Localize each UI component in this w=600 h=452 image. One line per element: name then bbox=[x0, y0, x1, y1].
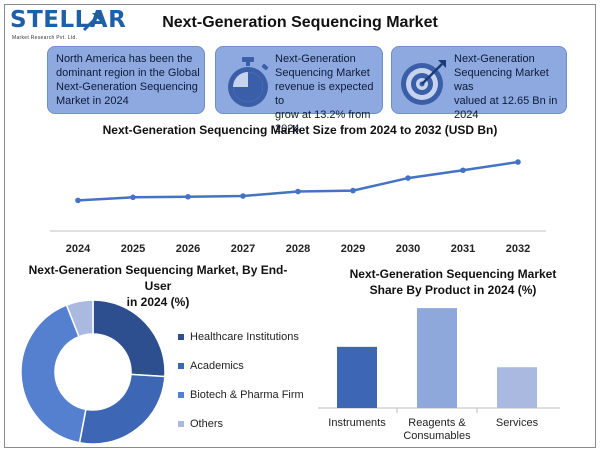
legend-label: Academics bbox=[190, 359, 244, 372]
donut-chart-title: Next-Generation Sequencing Market, By En… bbox=[24, 262, 292, 310]
legend-swatch bbox=[178, 391, 184, 398]
donut-slice bbox=[92, 299, 166, 378]
bar-category-label: Reagents & bbox=[408, 417, 466, 429]
x-tick-label: 2027 bbox=[231, 243, 255, 255]
legend-label: Healthcare Institutions bbox=[190, 330, 299, 343]
line-point bbox=[295, 188, 301, 195]
x-tick-label: 2025 bbox=[121, 243, 145, 255]
card-line: North America has been the bbox=[56, 53, 193, 65]
donut-title-line: in 2024 (%) bbox=[126, 295, 190, 309]
page-title: Next-Generation Sequencing Market bbox=[162, 14, 438, 31]
legend-item: Biotech & Pharma Firm bbox=[178, 380, 304, 409]
card-line: dominant region in the Global bbox=[56, 67, 200, 79]
bar bbox=[337, 346, 377, 408]
card-line: Next-Generation bbox=[454, 53, 535, 65]
bar-title-line: Share By Product in 2024 (%) bbox=[369, 283, 537, 297]
line-point bbox=[515, 159, 521, 165]
legend-swatch bbox=[178, 420, 184, 427]
card-line: valued at 12.65 Bn in bbox=[454, 95, 558, 107]
brand-name: STELLAR bbox=[10, 7, 127, 33]
legend-swatch bbox=[178, 362, 184, 369]
donut-slice bbox=[65, 299, 94, 338]
stopwatch-icon bbox=[228, 57, 269, 107]
card-text: Next-Generation Sequencing Market revenu… bbox=[275, 52, 385, 136]
line-point bbox=[460, 167, 466, 174]
line-point bbox=[75, 197, 81, 204]
brand-tagline: Market Research Pvt. Ltd. bbox=[12, 35, 78, 41]
legend-label: Others bbox=[190, 417, 224, 430]
line-point bbox=[240, 193, 246, 199]
brand-logo: STELLAR Market Research Pvt. Ltd. bbox=[10, 7, 126, 47]
target-icon bbox=[401, 60, 446, 105]
bar-category-label: Consumables bbox=[403, 430, 471, 442]
infographic-frame bbox=[4, 4, 596, 448]
card-valuation: Next-Generation Sequencing Market was va… bbox=[391, 46, 567, 121]
card-line: 2024 bbox=[454, 109, 479, 121]
x-tick-label: 2031 bbox=[451, 243, 475, 255]
donut-chart bbox=[20, 299, 166, 445]
x-tick-label: 2028 bbox=[286, 243, 310, 255]
arrow-icon bbox=[82, 12, 102, 32]
bar-chart-title: Next-Generation Sequencing Market Share … bbox=[318, 266, 588, 298]
bar-chart: Instruments Reagents &Consumables Services bbox=[318, 308, 560, 442]
card-line: revenue is expected to bbox=[275, 81, 374, 107]
legend-swatch bbox=[178, 333, 184, 340]
x-tick-label: 2030 bbox=[396, 243, 420, 255]
bar-category-label: Services bbox=[496, 417, 539, 429]
donut-legend: Healthcare Institutions Academics Biotech … bbox=[178, 322, 304, 438]
x-tick-label: 2026 bbox=[176, 243, 200, 255]
donut-slice bbox=[78, 373, 166, 445]
card-line: grow at 13.2% from 2024 bbox=[275, 109, 371, 135]
card-growth: Next-Generation Sequencing Market revenu… bbox=[215, 46, 383, 135]
card-text: North America has been the dominant regi… bbox=[56, 52, 204, 108]
legend-label: Biotech & Pharma Firm bbox=[190, 388, 304, 401]
card-line: Sequencing Market bbox=[275, 67, 370, 79]
series-line bbox=[77, 160, 519, 202]
bar-title-line: Next-Generation Sequencing Market bbox=[349, 267, 557, 281]
line-chart: 2024 2025 2026 2027 2028 2029 2030 2031 2032 bbox=[50, 159, 546, 255]
line-chart-title: Next-Generation Sequencing Market Size f… bbox=[102, 123, 498, 137]
card-line: Market in 2024 bbox=[56, 95, 129, 107]
bar-category-label: Instruments bbox=[328, 417, 386, 429]
card-text: Next-Generation Sequencing Market was va… bbox=[454, 52, 566, 122]
bar bbox=[497, 367, 537, 408]
line-point bbox=[130, 194, 136, 201]
legend-item: Academics bbox=[178, 351, 304, 380]
line-point bbox=[405, 175, 411, 181]
x-tick-label: 2032 bbox=[506, 243, 530, 255]
card-line: Next-Generation Sequencing bbox=[56, 81, 198, 93]
card-line: Next-Generation bbox=[275, 53, 356, 65]
donut-slice bbox=[20, 304, 87, 444]
bar bbox=[417, 308, 457, 408]
donut-title-line: Next-Generation Sequencing Market, By En… bbox=[28, 263, 288, 293]
line-point bbox=[350, 187, 356, 194]
x-tick-label: 2024 bbox=[66, 243, 91, 255]
legend-item: Healthcare Institutions bbox=[178, 322, 304, 351]
legend-item: Others bbox=[178, 409, 304, 438]
x-tick-label: 2029 bbox=[341, 243, 365, 255]
line-point bbox=[185, 193, 191, 200]
card-region: North America has been the dominant regi… bbox=[47, 46, 205, 114]
card-line: Sequencing Market was bbox=[454, 67, 549, 93]
